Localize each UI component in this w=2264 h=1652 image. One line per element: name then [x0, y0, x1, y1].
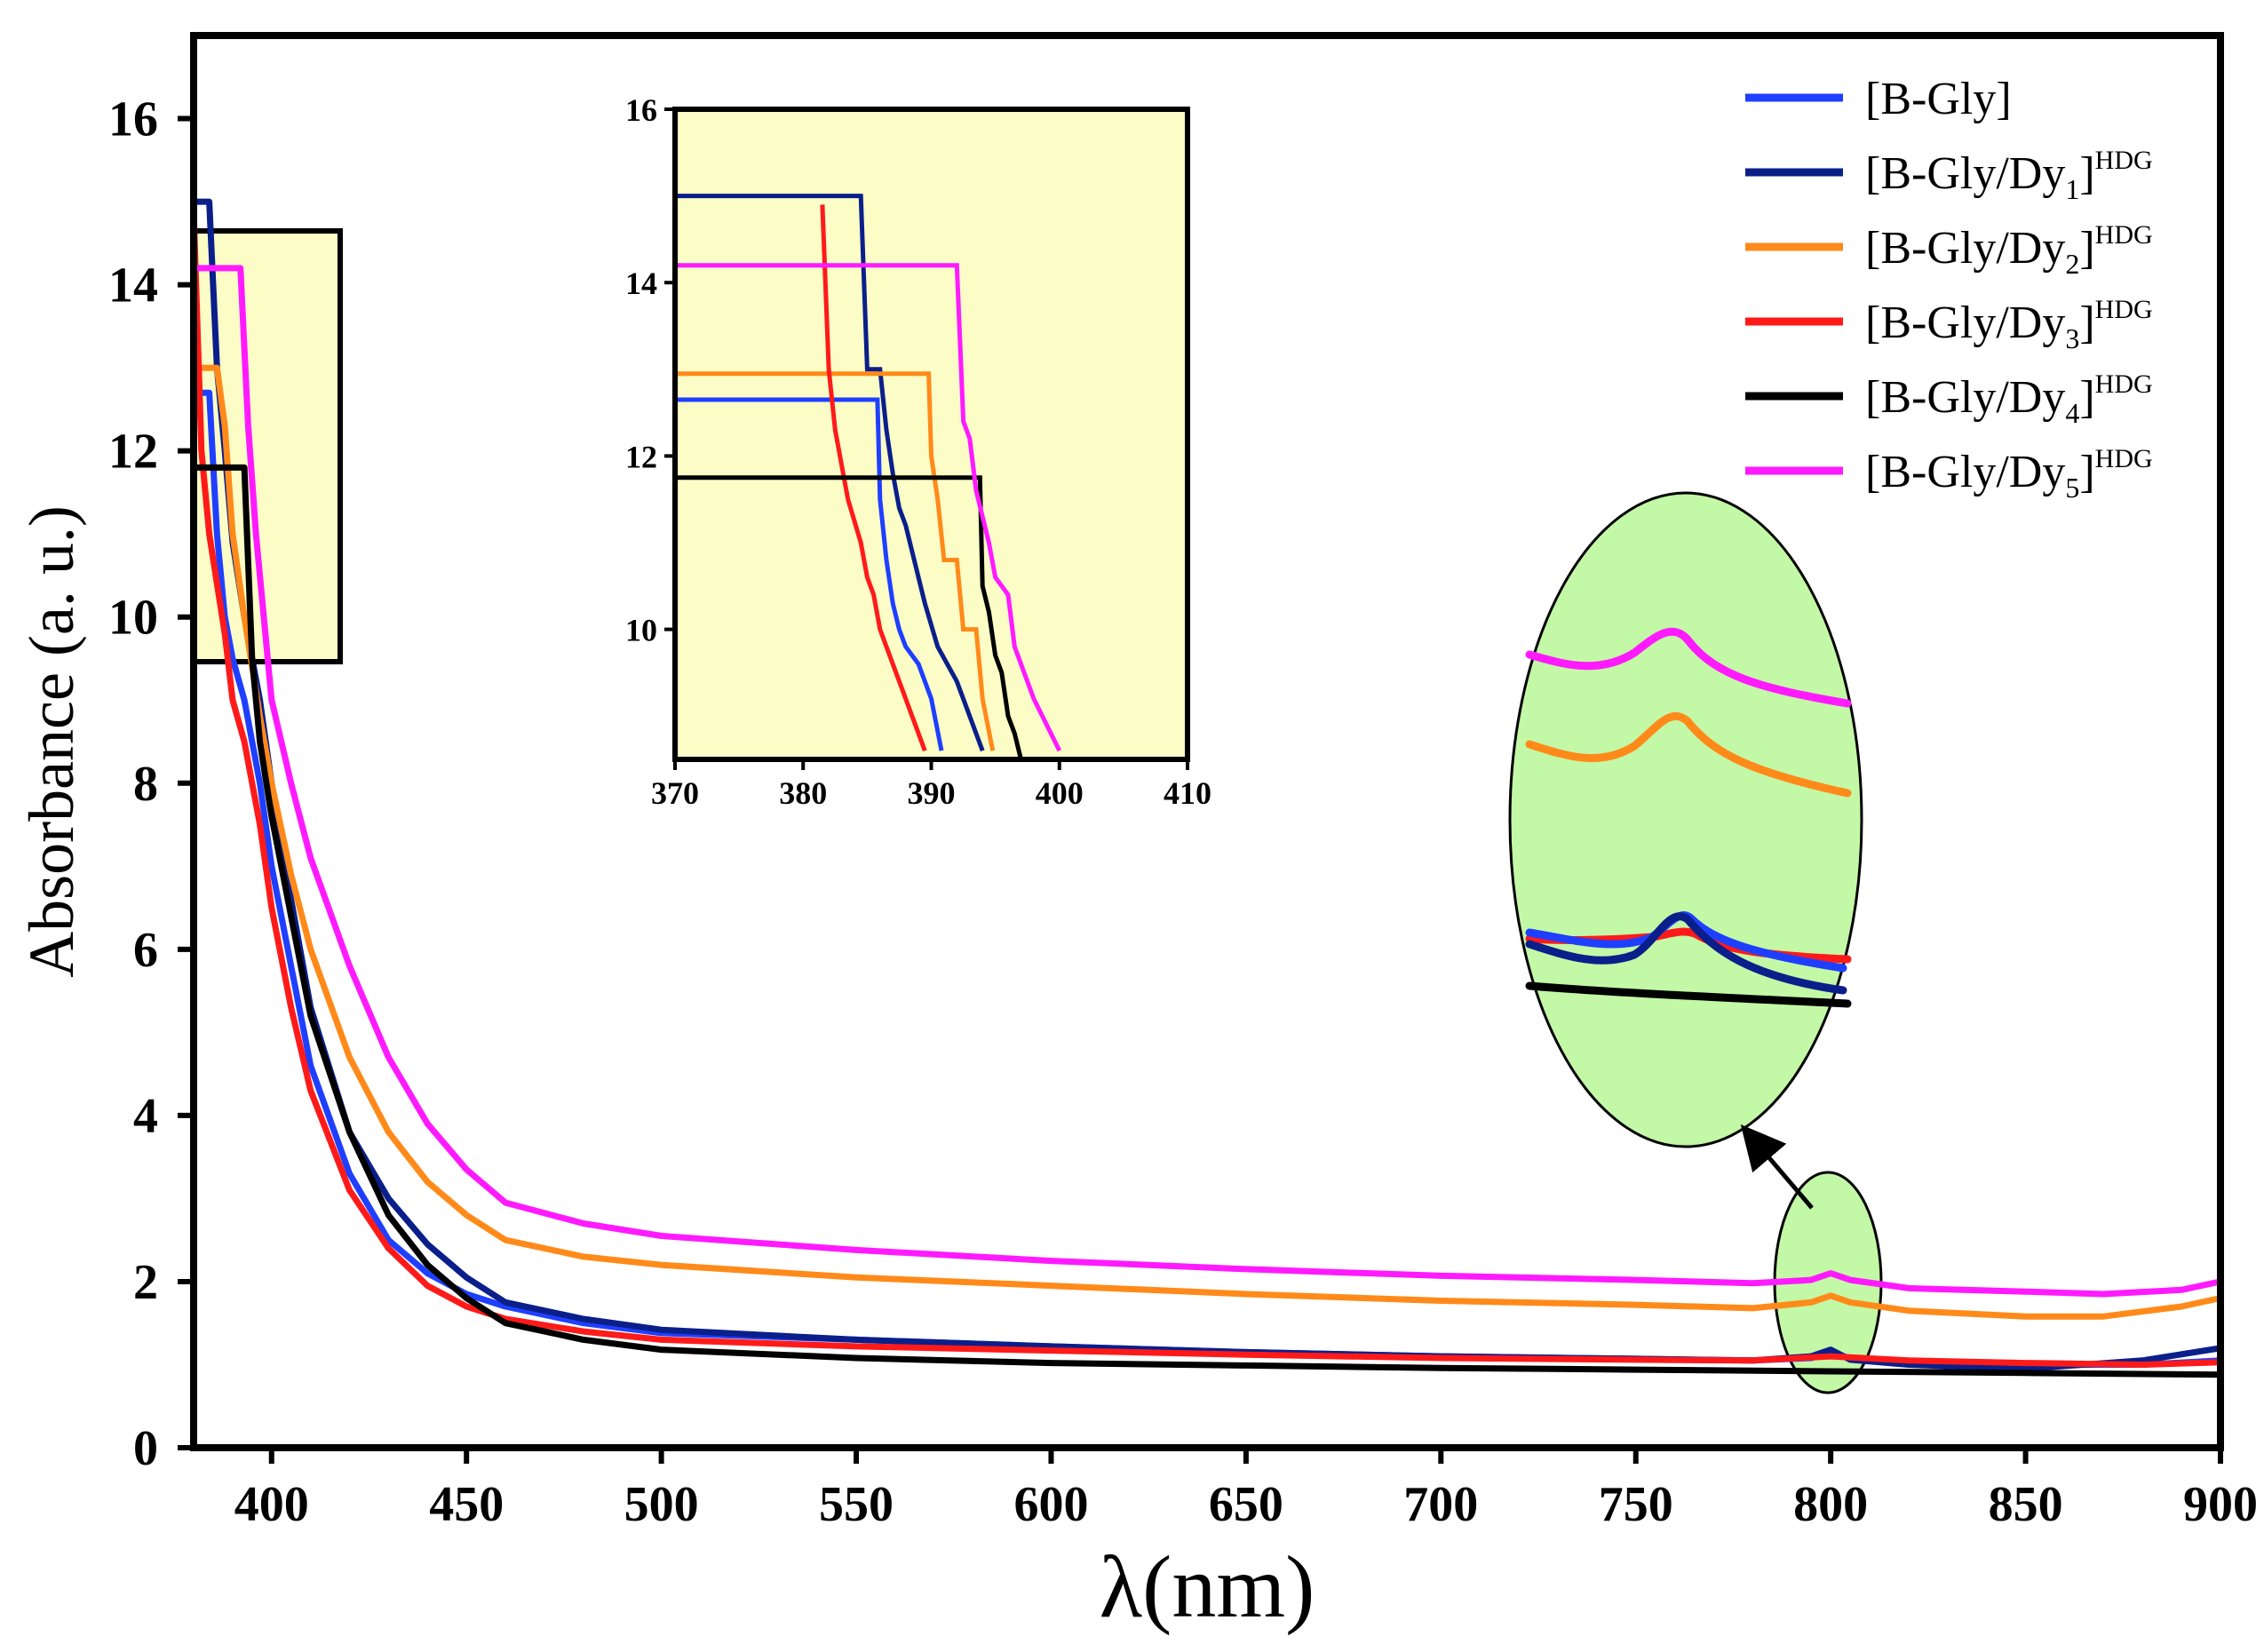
- zoom-ellipse-curves: [1525, 627, 1852, 1008]
- legend-label-3: [B-Gly/Dy3]HDG: [1865, 295, 2153, 354]
- x-tick-label-5: 650: [1209, 1477, 1283, 1532]
- zoom-curve-dy2: [1525, 711, 1852, 798]
- inset-series-line-2: [675, 371, 996, 751]
- zoom-curve-dy4: [1525, 981, 1852, 1008]
- series-line-4: [194, 464, 2220, 1378]
- main-axis-ticks: 400 450 500 550 600 650 700 750 800 850 900 0 2 4 6 8 10…: [108, 92, 2258, 1532]
- y-tick-label-6: 12: [108, 425, 158, 480]
- series-line-3: [194, 210, 2220, 1368]
- zoom-curve-dy1: [1525, 912, 1847, 995]
- zoom-ellipse: [1508, 491, 1863, 1148]
- x-tick-label-10: 900: [2183, 1477, 2258, 1532]
- inset-y-tick-label-2: 14: [625, 266, 657, 301]
- x-tick-label-8: 800: [1793, 1477, 1868, 1532]
- legend: [B-Gly] [B-Gly/Dy1]HDG [B-Gly/Dy2]HDG [B-Gl…: [1745, 74, 2153, 504]
- y-tick-label-3: 6: [133, 923, 158, 978]
- main-series-group: [194, 198, 2220, 1378]
- legend-label-5: [B-Gly/Dy5]HDG: [1865, 444, 2153, 504]
- plot-frame: [190, 32, 2224, 1451]
- inset-x-tick-label-0: 370: [651, 775, 699, 811]
- inset-x-tick-label-1: 380: [779, 775, 827, 811]
- zoom-arrow: [1740, 1124, 1814, 1210]
- y-tick-label-4: 8: [133, 757, 158, 812]
- inset-y-tick-label-0: 10: [625, 613, 657, 648]
- x-tick-label-3: 550: [819, 1477, 894, 1532]
- series-line-0: [194, 389, 2220, 1368]
- series-line-2: [194, 364, 2220, 1320]
- x-tick-label-9: 850: [1989, 1477, 2063, 1532]
- legend-label-2: [B-Gly/Dy2]HDG: [1865, 220, 2153, 280]
- x-tick-label-0: 400: [234, 1477, 309, 1532]
- y-tick-label-0: 0: [133, 1421, 158, 1476]
- x-tick-label-4: 600: [1013, 1477, 1088, 1532]
- inset-x-tick-label-2: 390: [908, 775, 956, 811]
- y-tick-label-7: 14: [108, 258, 158, 314]
- y-tick-label-5: 10: [108, 591, 158, 646]
- inset-x-tick-label-4: 410: [1164, 775, 1211, 811]
- inset-x-tick-label-3: 400: [1036, 775, 1084, 811]
- y-tick-label-8: 16: [108, 92, 158, 147]
- inset-series-line-3: [820, 204, 927, 752]
- legend-label-0: [B-Gly]: [1865, 74, 2012, 124]
- inset-series-group: [675, 194, 1062, 759]
- inset-series-line-0: [675, 397, 944, 751]
- zoom-curve-dy5: [1525, 627, 1852, 708]
- inset-y-tick-label-1: 12: [625, 439, 657, 474]
- inset-series-line-1: [675, 194, 985, 752]
- legend-label-1: [B-Gly/Dy1]HDG: [1865, 146, 2153, 205]
- x-tick-label-1: 450: [429, 1477, 504, 1532]
- y-axis-title: Absorbance (a. u.): [16, 505, 87, 978]
- series-line-5: [194, 265, 2220, 1298]
- x-axis-title: λ(nm): [1100, 1537, 1315, 1636]
- inset-y-tick-label-3: 16: [625, 92, 657, 128]
- y-tick-label-1: 2: [133, 1255, 158, 1310]
- inset-series-line-5: [675, 263, 1062, 752]
- x-tick-label-6: 700: [1403, 1477, 1478, 1532]
- y-tick-label-2: 4: [133, 1089, 158, 1144]
- inset-axis-ticks: 370 380 390 400 410 10 12 14 16: [625, 92, 1211, 811]
- legend-label-4: [B-Gly/Dy4]HDG: [1865, 369, 2153, 429]
- x-tick-label-2: 500: [624, 1477, 699, 1532]
- x-tick-label-7: 750: [1599, 1477, 1673, 1532]
